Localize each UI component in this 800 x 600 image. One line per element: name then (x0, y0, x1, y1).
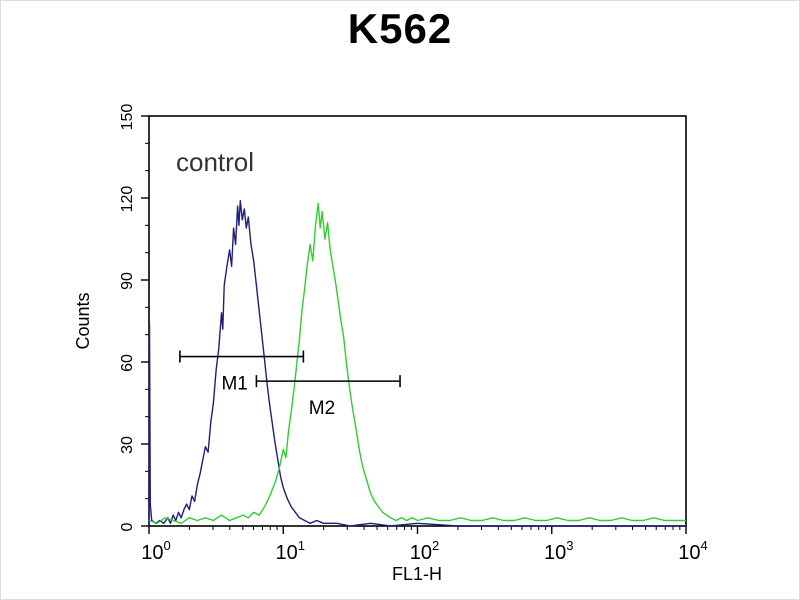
chart-title: K562 (347, 5, 453, 52)
y-tick-label: 90 (119, 272, 136, 290)
y-tick-label: 120 (119, 186, 136, 213)
series-curve-series-2 (148, 202, 686, 524)
y-tick-label: 0 (119, 522, 136, 531)
y-tick-label: 30 (119, 436, 136, 454)
x-tick-label: 102 (410, 538, 439, 564)
x-tick-label: 104 (678, 538, 707, 564)
x-axis-label: FL1-H (392, 564, 442, 584)
y-tick-label: 150 (119, 104, 136, 131)
y-tick-label: 60 (119, 354, 136, 372)
gate-label-M1: M1 (221, 373, 247, 394)
gate-markers: M1 M2 (179, 350, 401, 419)
series-curve-series-1 (148, 199, 686, 527)
gate-label-M2: M2 (309, 398, 335, 419)
control-annotation: control (176, 147, 254, 177)
y-axis-label: Counts (73, 292, 93, 349)
x-tick-label: 101 (276, 538, 305, 564)
x-tick-label: 100 (141, 538, 170, 564)
axis-ticks: 100 101 102 103 104 0 30 60 90 120 150 (119, 104, 708, 564)
series-curves (148, 199, 686, 527)
x-tick-label: 103 (544, 538, 573, 564)
plot-border (148, 115, 687, 527)
